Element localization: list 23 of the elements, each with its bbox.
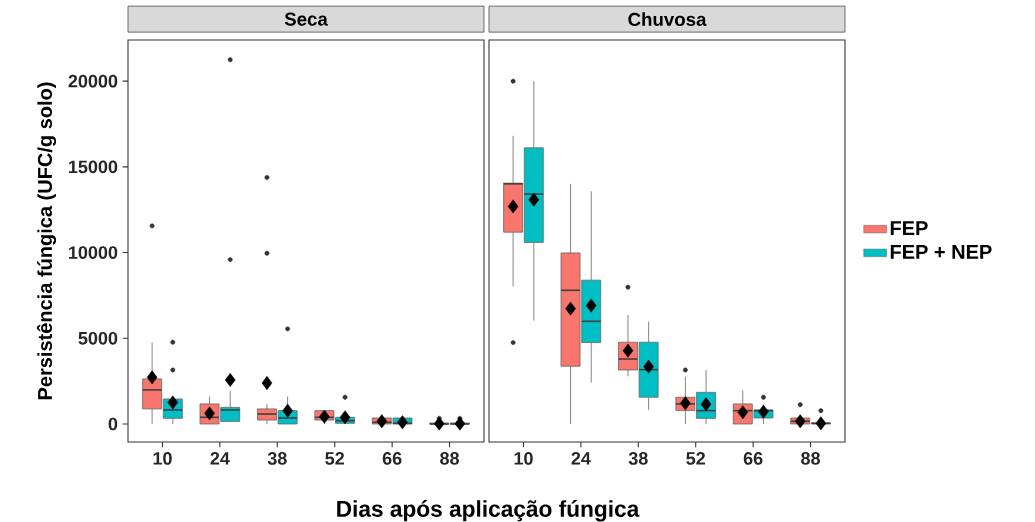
- x-axis-title: Dias após aplicação fúngica: [337, 500, 640, 522]
- x-tick-label: 52: [325, 452, 344, 465]
- legend-label: FEP: [890, 221, 928, 235]
- x-tick-label: 88: [440, 452, 459, 465]
- y-tick-label: 0: [108, 417, 118, 431]
- x-tick-label: 66: [382, 452, 402, 465]
- x-tick-label: 24: [210, 452, 230, 465]
- y-tick-label: 5000: [78, 331, 118, 345]
- y-tick-label: 15000: [69, 160, 118, 174]
- x-tick-label: 52: [686, 452, 705, 465]
- y-axis-title: Persistência fúngica (UFC/g solo): [36, 82, 57, 400]
- x-tick-label: 66: [743, 452, 763, 465]
- x-tick-label: 38: [628, 452, 648, 465]
- x-tick-label: 88: [801, 452, 820, 465]
- x-tick-label: 10: [153, 452, 172, 465]
- y-tick-label: 20000: [68, 74, 118, 88]
- legend-label: FEP + NEP: [890, 245, 992, 259]
- x-tick-label: 24: [571, 452, 591, 465]
- x-tick-label: 38: [267, 452, 287, 465]
- chart-title: Seca: [284, 12, 328, 26]
- y-tick-label: 10000: [69, 246, 118, 259]
- chart-title: Chuvosa: [628, 12, 707, 26]
- x-tick-label: 10: [514, 452, 533, 465]
